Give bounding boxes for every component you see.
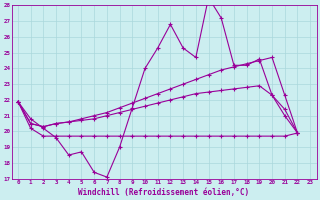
X-axis label: Windchill (Refroidissement éolien,°C): Windchill (Refroidissement éolien,°C)	[78, 188, 250, 197]
